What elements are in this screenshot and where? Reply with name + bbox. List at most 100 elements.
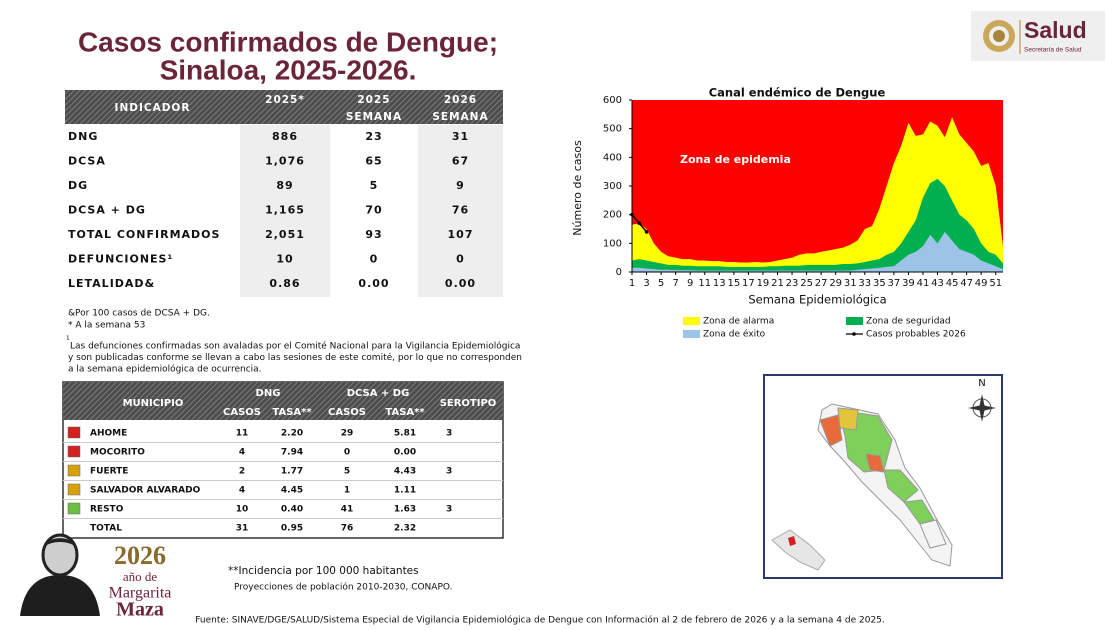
cell: 1.11 xyxy=(394,486,416,496)
row-label: DCSA + DG xyxy=(68,204,146,217)
column-header: DNG xyxy=(256,388,281,399)
municipality: TOTAL xyxy=(90,524,122,534)
x-tick-label: 41 xyxy=(917,278,930,289)
incidence-note: **Incidencia por 100 000 habitantes xyxy=(228,565,419,577)
y-axis-title: Número de casos xyxy=(571,140,584,236)
row-label: DCSA xyxy=(68,155,106,168)
cell: 11 xyxy=(236,429,249,439)
table-header xyxy=(63,382,503,420)
x-tick-label: 29 xyxy=(829,278,842,289)
cell: 1,076 xyxy=(265,155,305,168)
column-header: 2025 xyxy=(357,94,390,106)
row-label: DEFUNCIONES¹ xyxy=(68,253,173,266)
municipality xyxy=(819,414,843,447)
municipality xyxy=(919,519,947,549)
x-axis-title: Semana Epidemiológica xyxy=(748,293,886,307)
cell: 3 xyxy=(446,467,452,477)
footnote-line: Las defunciones confirmadas son avaladas… xyxy=(70,341,520,352)
row-label: DNG xyxy=(68,130,98,143)
cell: 76 xyxy=(341,524,354,534)
x-tick-label: 17 xyxy=(742,278,755,289)
cell: 1.77 xyxy=(281,467,303,477)
column-shade xyxy=(418,125,503,297)
sub-header: CASOS xyxy=(223,407,261,418)
endemic-chart: Canal endémico de Dengue Zona de epidemia… xyxy=(571,86,1003,340)
y-tick-label: 300 xyxy=(603,181,622,192)
municipality xyxy=(883,469,919,503)
footnote-mark: ¹ xyxy=(66,336,70,346)
x-tick-label: 7 xyxy=(672,278,678,289)
cell: 10 xyxy=(236,505,249,515)
cell: 4 xyxy=(239,448,245,458)
cell: 0.86 xyxy=(269,277,300,290)
x-tick-label: 39 xyxy=(902,278,915,289)
table-header xyxy=(65,90,503,124)
cell: 29 xyxy=(341,429,354,439)
year-line: Margarita xyxy=(109,585,172,602)
legend-swatch xyxy=(846,317,863,325)
cell: 1 xyxy=(344,486,350,496)
x-tick-label: 9 xyxy=(687,278,693,289)
cell: 0.00 xyxy=(394,448,416,458)
cases-point xyxy=(637,221,642,226)
sub-header: TASA** xyxy=(272,407,312,418)
cell: 0 xyxy=(344,448,350,458)
x-tick-label: 25 xyxy=(800,278,813,289)
legend-swatch xyxy=(852,332,856,336)
x-tick-label: 15 xyxy=(727,278,740,289)
y-tick-label: 600 xyxy=(603,95,622,106)
cell: 89 xyxy=(276,179,293,192)
zone-label: Zona de epidemia xyxy=(680,153,791,166)
legend-label: Zona de alarma xyxy=(703,317,774,327)
cell: 0 xyxy=(370,253,379,266)
map: N xyxy=(763,374,1003,579)
cell: 2,051 xyxy=(265,228,305,241)
cell: 3 xyxy=(446,505,452,515)
source: Fuente: SINAVE/DGE/SALUD/Sistema Especia… xyxy=(195,615,885,626)
cell: 65 xyxy=(365,155,382,168)
cell: 31 xyxy=(452,130,469,143)
y-tick-label: 400 xyxy=(603,152,622,163)
logo-subtitle: Secretaría de Salud xyxy=(1024,47,1082,54)
year-logo: 2026 año de Margarita Maza xyxy=(20,533,172,621)
cell: 93 xyxy=(365,228,382,241)
cases-point xyxy=(644,230,649,234)
cell: 0.00 xyxy=(358,277,389,290)
sub-header: CASOS xyxy=(328,407,366,418)
column-header: 2025* xyxy=(265,94,305,106)
cell: 107 xyxy=(448,228,474,241)
x-tick-label: 3 xyxy=(643,278,649,289)
cell: 5 xyxy=(370,179,379,192)
column-header: SEROTIPO xyxy=(440,398,497,409)
x-tick-label: 23 xyxy=(786,278,799,289)
portrait-body xyxy=(20,575,100,616)
cell: 4.43 xyxy=(394,467,416,477)
x-tick-label: 47 xyxy=(960,278,973,289)
title-line: Casos confirmados de Dengue; xyxy=(78,26,498,57)
cell: 2 xyxy=(239,467,245,477)
cell: 41 xyxy=(341,505,354,515)
x-tick-label: 5 xyxy=(658,278,664,289)
x-tick-label: 37 xyxy=(888,278,901,289)
portrait-hair xyxy=(43,538,77,548)
color-swatch xyxy=(67,445,81,458)
column-header: 2026 xyxy=(444,94,477,106)
cell: 1,165 xyxy=(265,204,305,217)
municipality: AHOME xyxy=(90,429,127,439)
column-header: SEMANA xyxy=(432,111,488,123)
color-swatch xyxy=(67,426,81,439)
municipality: RESTO xyxy=(90,505,124,515)
cell: 2.20 xyxy=(281,429,303,439)
cell: 4.45 xyxy=(281,486,303,496)
color-swatch xyxy=(67,502,81,515)
cell: 0.00 xyxy=(445,277,476,290)
title-line: Sinaloa, 2025-2026. xyxy=(160,54,417,85)
column-header: DCSA + DG xyxy=(347,388,410,399)
year-line: Maza xyxy=(116,599,164,621)
footnote-line: a la semana epidemiológica de ocurrencia… xyxy=(68,364,262,375)
cell: 2.32 xyxy=(394,524,416,534)
column-header: INDICADOR xyxy=(115,102,191,114)
compass-needle xyxy=(968,405,996,411)
